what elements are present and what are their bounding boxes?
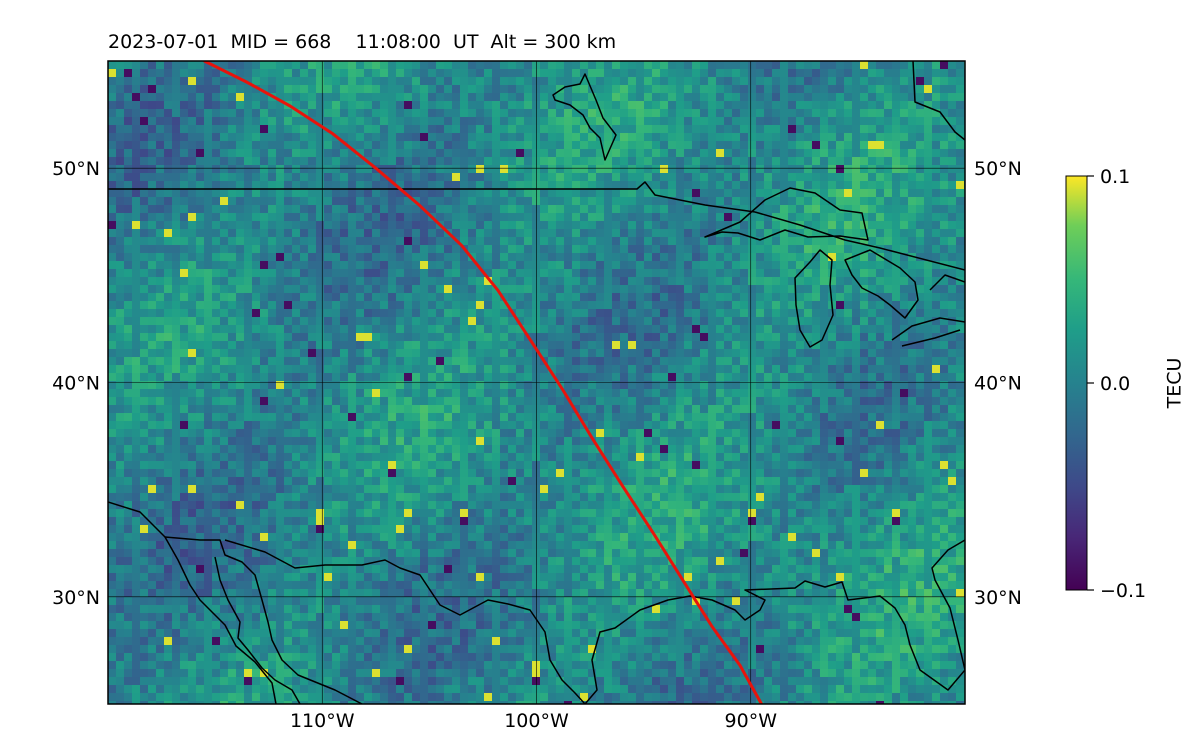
lat-label-right-2: 30°N	[974, 587, 1022, 609]
baja-california	[164, 536, 363, 704]
lake-huron	[844, 249, 919, 319]
great-lakes-coast	[754, 211, 965, 271]
colorbar-tick-label-1: 0.0	[1100, 373, 1130, 395]
lat-label-left-0: 50°N	[52, 158, 100, 180]
map-gridlines	[108, 61, 965, 704]
gulf-coast	[584, 539, 965, 704]
us-canada-border	[108, 181, 756, 213]
colorbar: 0.1 0.0 −0.1 TECU	[1065, 166, 1186, 602]
tec-heatmap	[108, 61, 965, 704]
lake-michigan	[794, 249, 834, 348]
mexico-border	[224, 539, 586, 704]
colorbar-ramp	[1065, 175, 1088, 591]
gulf-of-california	[214, 556, 301, 704]
colorbar-tick-label-2: −0.1	[1100, 580, 1146, 602]
lake-erie-ontario	[891, 274, 965, 347]
map-area	[108, 61, 965, 704]
lat-label-right-0: 50°N	[974, 158, 1022, 180]
pacific-coast	[108, 501, 277, 704]
satellite-track	[202, 61, 763, 704]
map-frame	[107, 60, 966, 705]
colorbar-tick-label-0: 0.1	[1100, 166, 1130, 188]
lon-label-2: 90°W	[725, 710, 778, 732]
lon-label-1: 100°W	[504, 710, 569, 732]
lake-winnipeg	[552, 73, 617, 161]
coastlines	[108, 61, 965, 704]
lon-label-0: 110°W	[290, 710, 355, 732]
lat-label-right-1: 40°N	[974, 373, 1022, 395]
lake-superior	[704, 187, 869, 241]
colorbar-ticks: 0.1 0.0 −0.1	[1087, 166, 1146, 602]
hudson-bay-coast	[912, 61, 965, 141]
longitude-labels: 110°W 100°W 90°W	[290, 710, 777, 732]
lat-label-left-2: 30°N	[52, 587, 100, 609]
lat-label-left-1: 40°N	[52, 373, 100, 395]
colorbar-label: TECU	[1164, 358, 1186, 410]
map-title: 2023-07-01 MID = 668 11:08:00 UT Alt = 3…	[108, 31, 616, 53]
latitude-labels: 50°N 50°N 40°N 40°N 30°N 30°N	[52, 158, 1022, 609]
